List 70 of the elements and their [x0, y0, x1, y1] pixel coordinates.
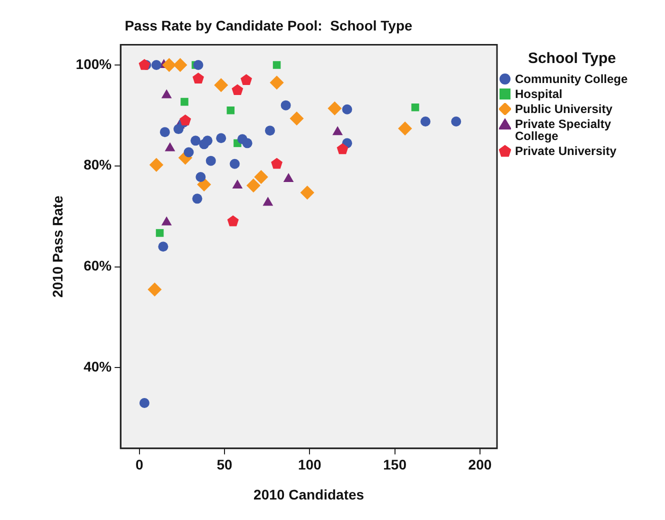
point [332, 126, 343, 136]
y-axis-title: 2010 Pass Rate [49, 195, 66, 298]
point [280, 100, 291, 110]
x-tick-label: 0 [135, 456, 144, 473]
legend-title: School Type [526, 50, 618, 67]
legend-label: Private University [515, 144, 616, 158]
point [173, 58, 188, 72]
point [149, 158, 164, 172]
point [158, 242, 168, 252]
point [199, 139, 210, 150]
point [139, 398, 150, 408]
point [193, 60, 204, 70]
point [254, 170, 268, 184]
point [227, 215, 239, 226]
point [262, 196, 274, 206]
legend-label: Public University [515, 102, 612, 116]
point [270, 76, 284, 90]
point [272, 61, 281, 69]
point [264, 126, 275, 136]
point [162, 58, 176, 72]
y-tick-label: 60% [84, 258, 112, 274]
point [156, 229, 164, 237]
y-tick-label: 80% [84, 156, 112, 173]
point [161, 89, 172, 98]
point [151, 60, 162, 70]
point [240, 74, 252, 85]
point [283, 172, 294, 182]
x-tick-label: 200 [468, 456, 492, 473]
point [271, 158, 282, 169]
point [148, 282, 162, 296]
point [420, 116, 430, 126]
point [216, 133, 226, 144]
point [160, 127, 170, 138]
point [174, 124, 184, 134]
point [192, 72, 204, 84]
point [226, 106, 235, 114]
x-axis-title: 2010 Candidates [254, 486, 364, 502]
x-tick-label: 50 [216, 456, 232, 473]
point [138, 58, 150, 70]
x-tick-label: 100 [298, 456, 322, 473]
point [164, 142, 176, 152]
point [328, 101, 342, 116]
point [342, 104, 352, 114]
point [242, 138, 252, 148]
point [230, 158, 240, 169]
point [190, 136, 201, 146]
point [246, 178, 260, 193]
point [290, 111, 304, 126]
x-tick-label: 150 [383, 456, 407, 473]
y-tick-label: 100% [76, 56, 112, 72]
point [192, 194, 202, 204]
point [214, 78, 228, 92]
legend-label: Community College [515, 72, 628, 86]
point [411, 103, 420, 112]
point [398, 122, 412, 136]
point [180, 98, 188, 106]
chart-title: Pass Rate by Candidate Pool: School Type [124, 17, 412, 34]
point [180, 114, 192, 126]
point [336, 143, 348, 154]
y-tick-label: 40% [84, 358, 112, 375]
legend-label: Hospital [515, 87, 562, 101]
legend-label: Private Specialty College [515, 117, 612, 143]
point [161, 216, 172, 226]
point [300, 186, 314, 200]
point [196, 172, 206, 182]
point [451, 116, 462, 126]
point [232, 180, 243, 189]
point [184, 147, 194, 158]
point [232, 84, 244, 96]
point [206, 156, 216, 166]
